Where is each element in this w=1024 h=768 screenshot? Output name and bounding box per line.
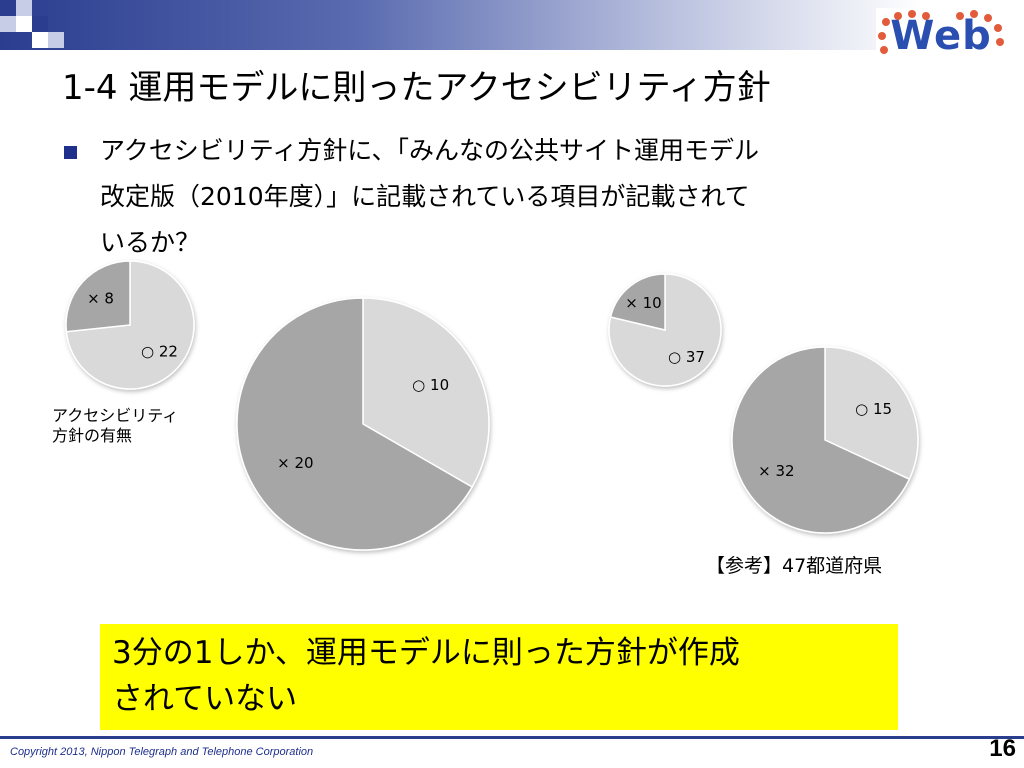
pie-slice-label: × 20 — [277, 454, 313, 472]
conclusion-box: 3分の1しか、運用モデルに則った方針が作成 されていない — [100, 624, 898, 730]
bullet-text: アクセシビリティ方針に、「みんなの公共サイト運用モデル 改定版（2010年度）」… — [100, 128, 940, 266]
pie-chart-4 — [731, 346, 919, 534]
header-gradient-bar — [0, 0, 1024, 50]
bullet-square-icon — [64, 146, 77, 159]
pie-slice — [731, 346, 911, 534]
pie-slice — [236, 297, 474, 551]
pie-chart-3 — [608, 273, 722, 387]
pie-slice — [609, 273, 666, 331]
pie-slice-label: × 10 — [625, 294, 661, 312]
footer-divider — [0, 736, 1024, 739]
page-number: 16 — [989, 735, 1016, 762]
page-title: 1-4 運用モデルに則ったアクセシビリティ方針 — [62, 68, 771, 108]
logo-dots-icon — [878, 10, 1004, 54]
decor-square — [16, 16, 32, 32]
decor-square — [16, 0, 32, 16]
chart-caption-line: 方針の有無 — [52, 426, 133, 445]
decor-square — [32, 32, 48, 48]
pie-chart-1 — [65, 260, 195, 390]
pie-slice — [65, 260, 131, 333]
decor-square — [0, 0, 16, 16]
web-logo: Web — [876, 8, 1006, 64]
decor-square — [0, 16, 16, 32]
bullet-line: 改定版（2010年度）」に記載されている項目が記載されて — [100, 182, 750, 211]
pie-slice — [362, 297, 490, 489]
pie-slice-label: ○ 15 — [855, 400, 892, 418]
copyright: Copyright 2013, Nippon Telegraph and Tel… — [10, 746, 314, 758]
pie-chart-2 — [236, 297, 490, 551]
conclusion-line: されていない — [112, 681, 298, 717]
pie-slice-label: ○ 22 — [141, 343, 178, 361]
bullet-line: いるか？ — [100, 228, 201, 257]
reference-label: 【参考】47都道府県 — [706, 555, 883, 577]
pie-slice-label: ○ 37 — [668, 348, 705, 366]
conclusion-line: 3分の1しか、運用モデルに則った方針が作成 — [112, 635, 740, 671]
decor-square — [48, 32, 64, 48]
pie-slice — [608, 273, 722, 387]
chart-caption: アクセシビリティ 方針の有無 — [52, 406, 222, 446]
pie-slice-label: × 32 — [758, 462, 794, 480]
decor-square — [32, 16, 48, 32]
bullet-line: アクセシビリティ方針に、「みんなの公共サイト運用モデル — [100, 136, 760, 165]
pie-slice — [824, 346, 919, 481]
pie-slice-label: ○ 10 — [412, 376, 449, 394]
logo-text: Web — [890, 13, 992, 59]
pie-slice-label: × 8 — [87, 289, 114, 307]
chart-caption-line: アクセシビリティ — [52, 406, 179, 425]
